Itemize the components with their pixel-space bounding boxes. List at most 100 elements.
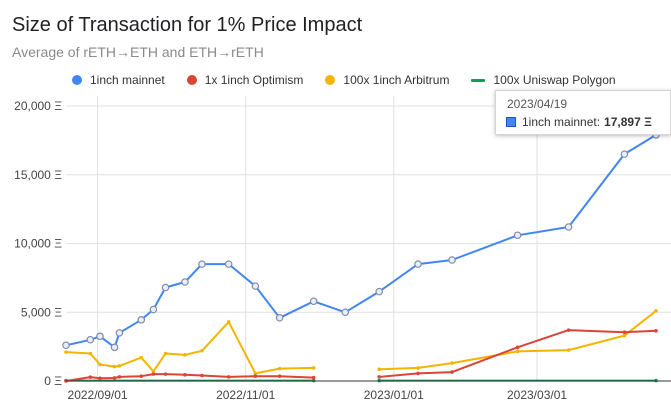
- data-point-100x-1inch-arbitrum: [226, 320, 231, 324]
- series-line-1x-1inch-optimism: [65, 373, 314, 382]
- legend-swatch-1inch-mainnet: [72, 75, 82, 85]
- legend-label-uniswap-polygon: 100x Uniswap Polygon: [493, 73, 616, 87]
- data-point-1inch-mainnet: [275, 313, 284, 322]
- data-point-1inch-mainnet: [115, 329, 124, 337]
- chart-tooltip: 2023/04/19 1inch mainnet: 17,897 Ξ: [495, 90, 671, 135]
- tooltip-row: 1inch mainnet: 17,897 Ξ: [506, 115, 652, 129]
- legend-item-1inch-mainnet[interactable]: 1inch mainnet: [72, 73, 165, 87]
- data-point-1x-1inch-optimism: [253, 374, 258, 378]
- data-point-1x-1inch-optimism: [515, 345, 520, 350]
- data-point-100x-1inch-arbitrum: [200, 348, 204, 353]
- data-point-1inch-mainnet: [513, 231, 522, 240]
- data-point-1x-1inch-optimism: [654, 329, 658, 333]
- chart-axes: 0 Ξ 5,000 Ξ 10,000 Ξ 15,000 Ξ 20,000 Ξ 2022/0…: [14, 99, 671, 402]
- data-point-1inch-mainnet: [564, 223, 573, 231]
- x-tick-label: 2023/01/01: [364, 388, 424, 402]
- data-point-1inch-mainnet: [414, 260, 422, 268]
- data-point-1inch-mainnet: [149, 305, 158, 314]
- data-point-1x-1inch-optimism: [377, 375, 382, 379]
- data-point-1inch-mainnet: [110, 343, 119, 352]
- data-point-100x-1inch-arbitrum: [253, 371, 258, 376]
- data-point-1x-1inch-optimism: [566, 328, 571, 332]
- legend-label-1inch-mainnet: 1inch mainnet: [90, 73, 165, 87]
- data-point-1x-1inch-optimism: [98, 376, 102, 381]
- chart-title: Size of Transaction for 1% Price Impact: [12, 14, 363, 36]
- y-tick-label: 0 Ξ: [44, 374, 62, 388]
- data-point-1inch-mainnet: [251, 282, 260, 290]
- tooltip-value: 17,897 Ξ: [604, 115, 652, 129]
- tooltip-series-swatch: [506, 117, 516, 127]
- data-point-1x-1inch-optimism: [450, 370, 454, 374]
- chart-series: [62, 131, 660, 383]
- data-point-1inch-mainnet: [224, 260, 233, 268]
- data-point-100x-1inch-arbitrum: [654, 309, 658, 313]
- legend-label-1inch-arbitrum: 100x 1inch Arbitrum: [343, 73, 450, 87]
- data-point-100x-1inch-arbitrum: [450, 361, 454, 365]
- data-point-1x-1inch-optimism: [226, 375, 231, 379]
- data-point-1x-1inch-optimism: [622, 330, 627, 334]
- data-point-1inch-mainnet: [86, 335, 95, 344]
- legend-swatch-1inch-arbitrum: [325, 75, 336, 85]
- legend-item-uniswap-polygon[interactable]: 100x Uniswap Polygon: [471, 73, 616, 87]
- series-line-1inch-mainnet: [65, 134, 657, 349]
- legend-swatch-1inch-optimism: [186, 75, 197, 85]
- y-tick-label: 10,000 Ξ: [14, 237, 62, 251]
- data-point-1x-1inch-optimism: [163, 372, 168, 376]
- legend-item-1inch-optimism[interactable]: 1x 1inch Optimism: [186, 73, 304, 87]
- x-tick-label: 2022/09/01: [68, 388, 128, 402]
- legend-item-1inch-arbitrum[interactable]: 100x 1inch Arbitrum: [325, 73, 449, 87]
- data-point-1inch-mainnet: [341, 308, 350, 317]
- x-tick-label: 2023/03/01: [507, 388, 567, 402]
- data-point-1x-1inch-optimism: [416, 371, 420, 376]
- data-point-100x-1inch-arbitrum: [117, 364, 122, 368]
- data-point-100x-1inch-arbitrum: [416, 366, 420, 370]
- data-point-1x-1inch-optimism: [277, 374, 282, 378]
- data-point-1inch-mainnet: [620, 150, 629, 158]
- data-point-100x-1inch-arbitrum: [139, 355, 144, 360]
- data-point-1inch-mainnet: [375, 287, 384, 296]
- data-point-1x-1inch-optimism: [151, 372, 156, 376]
- y-tick-label: 20,000 Ξ: [14, 99, 62, 113]
- data-point-100x-1inch-arbitrum: [112, 364, 117, 369]
- legend-label-1inch-optimism: 1x 1inch Optimism: [204, 73, 304, 87]
- legend-swatch-uniswap-polygon: [471, 78, 486, 82]
- data-point-1x-1inch-optimism: [88, 375, 93, 379]
- data-point-1x-1inch-optimism: [112, 376, 117, 380]
- x-tick-label: 2022/11/01: [216, 388, 275, 402]
- data-point-1inch-mainnet: [161, 283, 170, 292]
- chart-subtitle: Average of rETH→ETH and ETH→rETH: [12, 44, 264, 60]
- data-point-100x-1inch-arbitrum: [98, 362, 102, 367]
- series-line-1x-1inch-optimism: [379, 329, 657, 378]
- data-point-100x-1inch-arbitrum: [163, 351, 168, 356]
- series-line-100x-1inch-arbitrum: [379, 310, 657, 371]
- data-point-100x-1inch-arbitrum: [566, 348, 571, 352]
- data-point-1inch-mainnet: [309, 297, 318, 306]
- series-line-100x-1inch-arbitrum: [65, 320, 314, 375]
- data-point-1inch-mainnet: [96, 332, 104, 341]
- chart-legend: 1inch mainnet 1x 1inch Optimism 100x 1in…: [72, 71, 638, 89]
- data-point-1x-1inch-optimism: [311, 375, 316, 380]
- chart-grid: [66, 96, 671, 381]
- data-point-1x-1inch-optimism: [139, 374, 144, 378]
- tooltip-date: 2023/04/19: [507, 97, 568, 111]
- data-point-100x-1inch-arbitrum: [151, 369, 156, 374]
- data-point-100x-1inch-arbitrum: [515, 349, 520, 354]
- data-point-100x-1inch-arbitrum: [88, 351, 93, 356]
- data-point-1inch-mainnet: [448, 256, 456, 264]
- data-point-1inch-mainnet: [62, 341, 70, 350]
- y-tick-label: 15,000 Ξ: [14, 168, 62, 182]
- data-point-100x-1inch-arbitrum: [377, 367, 382, 372]
- data-point-100x-1inch-arbitrum: [64, 350, 68, 354]
- data-point-1inch-mainnet: [137, 316, 146, 324]
- data-point-100x-1inch-arbitrum: [622, 333, 627, 338]
- data-point-1x-1inch-optimism: [183, 373, 187, 377]
- data-point-100x-1inch-arbitrum: [311, 366, 316, 370]
- data-point-1inch-mainnet: [181, 278, 189, 286]
- data-point-100x-1inch-arbitrum: [277, 366, 282, 371]
- y-tick-label: 5,000 Ξ: [21, 305, 62, 319]
- data-point-100x-1inch-arbitrum: [183, 353, 187, 357]
- data-point-1x-1inch-optimism: [117, 375, 122, 379]
- tooltip-series-label: 1inch mainnet:: [522, 115, 601, 129]
- data-point-1inch-mainnet: [198, 260, 206, 268]
